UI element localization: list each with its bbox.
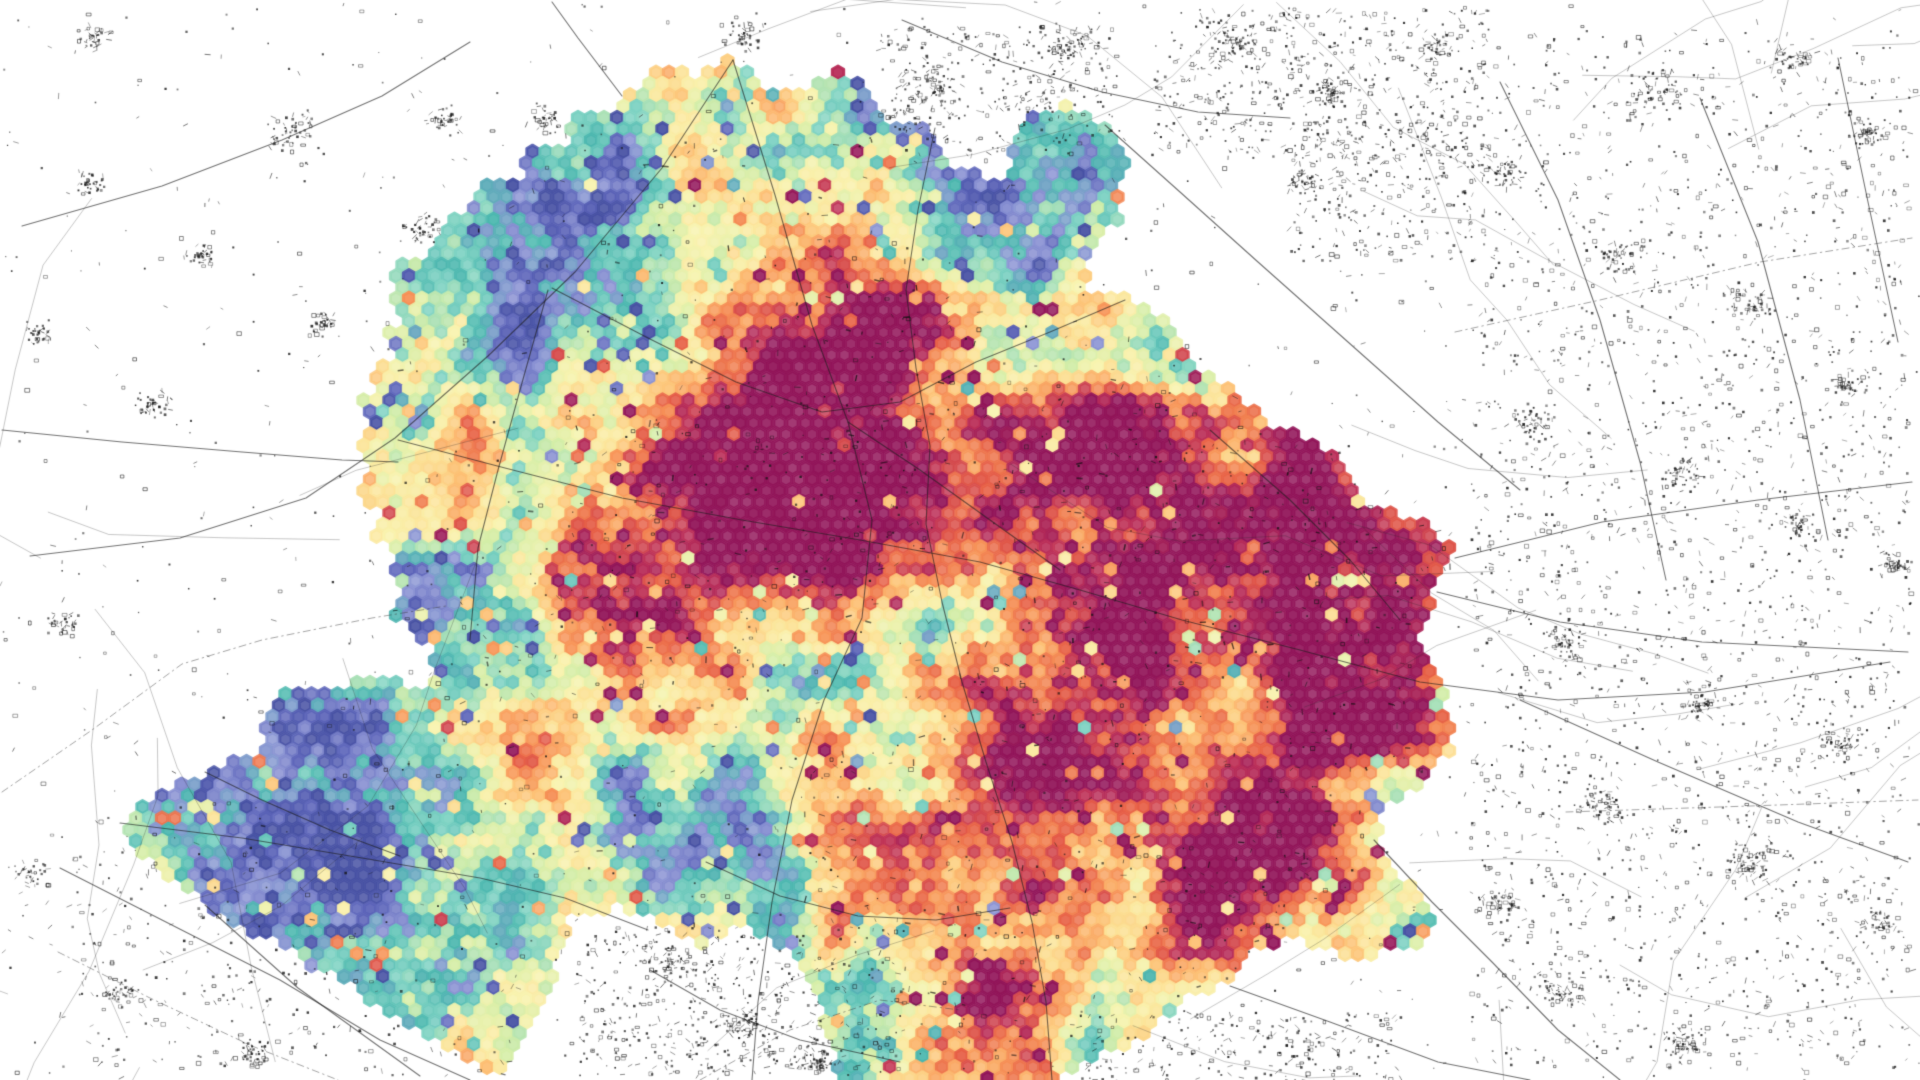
map-canvas[interactable] [0,0,1920,1080]
hexbin-density-map [0,0,1920,1080]
